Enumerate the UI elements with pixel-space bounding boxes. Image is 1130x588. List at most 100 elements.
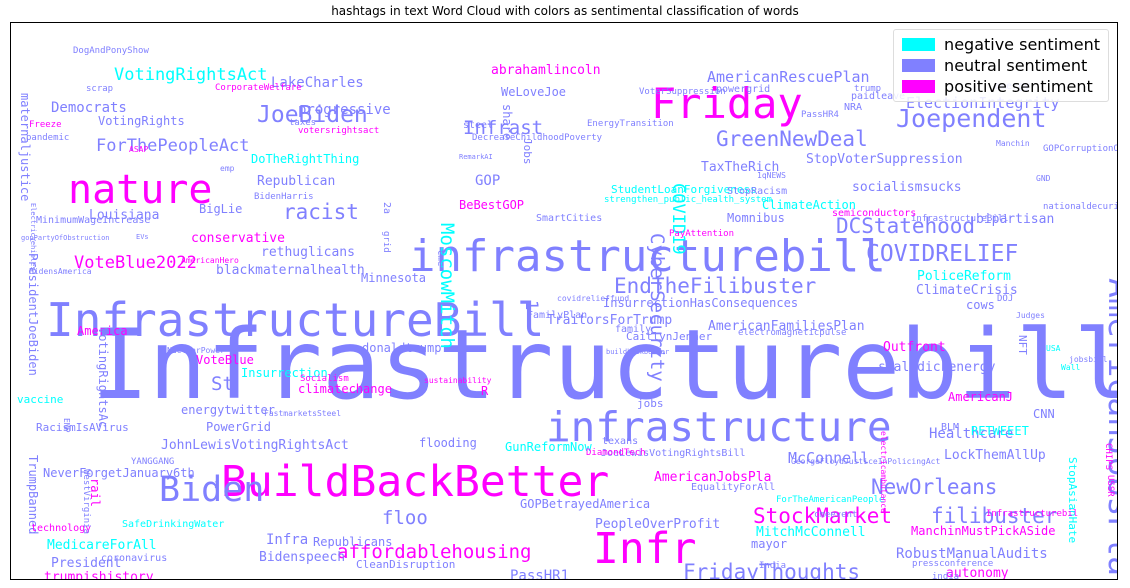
word-evs: EVs xyxy=(136,233,149,241)
word-dotherightthing: DoTheRightThing xyxy=(251,152,359,166)
word-minnesota: Minnesota xyxy=(361,271,426,285)
word-filibuster: filibuster xyxy=(931,504,1057,528)
word-fortheamericanpeople: ForTheAmericanPeople xyxy=(776,495,884,505)
legend: negative sentiment neutral sentiment pos… xyxy=(893,29,1109,102)
word-robustmanualaudits: RobustManualAudits xyxy=(896,546,1048,562)
word-insurrectionhasconsequences: InsurrectionHasConsequences xyxy=(603,296,798,310)
word-louisiana: Louisiana xyxy=(89,208,159,223)
word-electricvehicles: ElectricVehicles xyxy=(29,203,37,270)
word-gopbetrayedamerica: GOPBetrayedAmerica xyxy=(520,497,650,511)
word-georgefloydjusticeinpolicingact: GeorgeFloydJusticeInPolicingAct xyxy=(791,457,940,466)
word-affordablehousing: affordablehousing xyxy=(337,541,531,563)
word-jobs: jobs xyxy=(637,397,664,410)
word-wall: Wall xyxy=(1061,363,1080,372)
legend-label-positive: positive sentiment xyxy=(944,77,1093,96)
legend-swatch-neutral xyxy=(902,59,936,72)
word-nft: NFT xyxy=(1016,335,1029,355)
word-stopracism: StopRacism xyxy=(727,186,787,197)
word-covidrelief: COVIDRELIEF xyxy=(866,241,1018,267)
word-blackmaternalhealth: blackmaternalhealth xyxy=(216,263,365,278)
word-infrastructure: infrastructure xyxy=(546,403,892,451)
word-pandemic: pandemic xyxy=(26,133,69,143)
word-cleandisruption: CleanDisruption xyxy=(356,558,455,571)
legend-item-neutral: neutral sentiment xyxy=(902,55,1100,76)
word-democrats: Democrats xyxy=(51,100,127,116)
word-healthcare: Healthcare xyxy=(929,426,1013,442)
word-donaldtrump: donaldtrump xyxy=(362,341,441,355)
word-outfront: Outfront xyxy=(883,340,946,355)
word-ussr: USSR xyxy=(1105,475,1115,497)
word-votingrightsac: VotingRightsAc xyxy=(96,327,110,428)
word-joependent: Joependent xyxy=(896,104,1047,133)
word-joebiden: JoeBiden xyxy=(257,102,368,128)
word-minimumwageincrease: MinimumWageIncrease xyxy=(36,215,150,226)
word-equalityforall: EqualityForAll xyxy=(691,482,775,493)
word-trumpishistory: trumpishistory xyxy=(44,570,154,579)
word-neverforgetjanuary6th: NeverForgetJanuary6th xyxy=(43,466,195,480)
word-votingrightsact: VotingRightsAct xyxy=(114,65,268,85)
word-pressconference: pressconference xyxy=(912,559,993,569)
word-congress: Congress xyxy=(204,577,305,579)
word-votingrights: VotingRights xyxy=(98,114,185,128)
word-voteblue2022: VoteBlue2022 xyxy=(74,253,197,273)
word-st: St xyxy=(211,373,234,395)
word-stopvotersuppression: StopVoterSuppression xyxy=(806,152,963,167)
word-freeze: Freeze xyxy=(29,120,62,130)
word-smalldickenergy: smalldickenergy xyxy=(878,360,996,375)
word-bidenspeech: Bidenspeech xyxy=(259,550,345,565)
word-passhr4: PassHR4 xyxy=(801,110,839,120)
word-jobsbill: jobsbill xyxy=(1069,355,1108,364)
word-emp: EMP xyxy=(62,418,71,433)
word-covidrelieffund: covidrelieffund xyxy=(557,294,629,303)
word-share: share xyxy=(500,104,514,140)
word-manchin: Manchin xyxy=(996,139,1030,148)
word-climateaction: ClimateAction xyxy=(762,198,856,212)
word-biglie: BigLie xyxy=(199,202,242,216)
word-grid: grid xyxy=(381,231,391,253)
word-energytwitter: energytwitter xyxy=(181,403,275,417)
word-flooding: flooding xyxy=(419,436,477,450)
word-buildbackbetter: BuildBackBetter xyxy=(221,457,609,507)
word-rethuglicans: rethuglicans xyxy=(261,245,355,260)
word-vaccine: vaccine xyxy=(17,393,63,406)
word-fastmarketssteel: FastmarketsSteel xyxy=(264,409,341,418)
word-insurrection: Insurrection xyxy=(241,366,328,380)
word-americanjobsplan: AmericanJobsPlan xyxy=(1101,278,1117,579)
word-republicans: Republicans xyxy=(313,535,392,549)
word-diamondtech: DiamondTech xyxy=(586,448,646,458)
word-cmeevent: cmeevent xyxy=(814,510,857,520)
word-studentloanforgiveness: StudentLoanForgiveness xyxy=(611,183,757,196)
word-policereform: PoliceReform xyxy=(917,269,1011,284)
word-america: America xyxy=(77,324,128,338)
word-cloud-plot: Infrastructurebill InfrastructureBill Buil… xyxy=(10,22,1118,580)
word-gop: GOP xyxy=(475,173,500,189)
word-powergrid: PowerGrid xyxy=(206,420,271,434)
word-caitlynjenner: CaitlynJenner xyxy=(626,330,712,343)
word-goppartyofobstruction: gopPartyOfObstruction xyxy=(21,234,110,242)
word-friday: Friday xyxy=(651,79,803,128)
word-peopleoverprofit: PeopleOverProfit xyxy=(595,517,720,532)
legend-swatch-negative xyxy=(902,38,936,51)
word-infr: Infr xyxy=(593,524,697,574)
word-judges: Judges xyxy=(1016,311,1045,320)
word-abrahamlincoln: abrahamlincoln xyxy=(491,63,601,78)
word-autonomy: autonomy xyxy=(946,566,1009,579)
word-endthefilibuster: EndTheFilibuster xyxy=(614,274,816,298)
word-texans: texans xyxy=(602,436,638,447)
word-forthepeopleact: ForThePeopleAct xyxy=(96,136,250,156)
word-sustainability: sustainability xyxy=(424,376,492,385)
word-cnn: CNN xyxy=(1033,407,1055,421)
word-cme: cme xyxy=(435,250,445,266)
word-gnd: GND xyxy=(1036,174,1051,183)
word-lockthemallup: LockThemAllUp xyxy=(944,448,1046,463)
word-usa: USA xyxy=(1046,344,1061,353)
word-gunreformnow: GunReformNow xyxy=(505,440,592,454)
word-conservative: conservative xyxy=(191,231,285,246)
word-biden: Biden xyxy=(159,470,264,510)
word-dcstatehood: DCStatehood xyxy=(836,214,975,238)
word-bidensamerica: BidensAmerica xyxy=(29,267,92,276)
chart-title: hashtags in text Word Cloud with colors … xyxy=(331,4,799,18)
word-mayor: mayor xyxy=(751,537,787,551)
word-climatechange: climatechange xyxy=(298,382,392,396)
word-electromagneticpulse: electromagneticpulse xyxy=(738,328,846,338)
